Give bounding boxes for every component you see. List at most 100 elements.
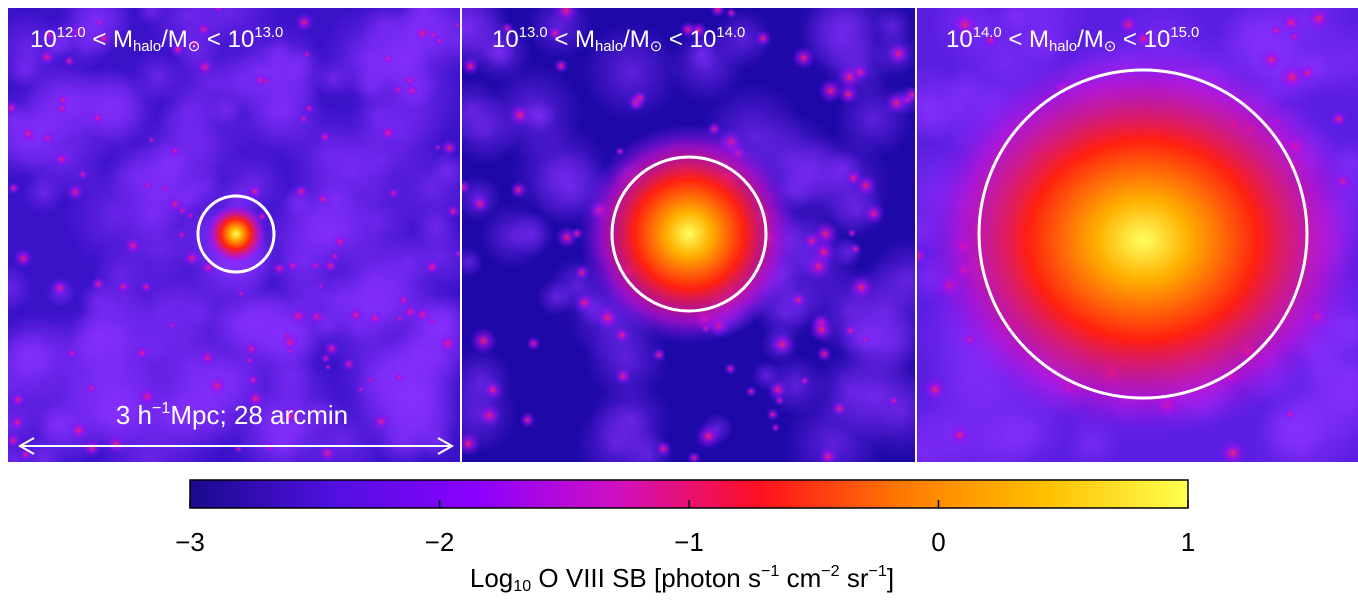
blob [38, 48, 56, 66]
blob [169, 41, 186, 58]
label-text: < 10 [200, 26, 254, 53]
blob [848, 274, 875, 301]
superscript: −1 [152, 399, 170, 417]
blob [862, 202, 885, 225]
blob [654, 440, 672, 458]
subscript: ⊙ [188, 39, 200, 55]
blob [424, 259, 440, 276]
haze [124, 189, 179, 244]
blob [922, 376, 948, 403]
blob [298, 113, 310, 125]
label-text: ] [887, 563, 894, 593]
blob [394, 372, 405, 383]
label-text: 10 [946, 26, 973, 53]
blob [482, 379, 504, 401]
blob [395, 314, 405, 324]
label-text: Mpc; 28 arcmin [170, 400, 348, 430]
label-text: cm [779, 563, 821, 593]
blob [66, 182, 85, 202]
blob [294, 12, 315, 33]
blob [41, 27, 56, 42]
subscript: 10 [513, 577, 531, 595]
superscript: 12.0 [57, 25, 86, 41]
blob [799, 375, 810, 386]
blob [612, 326, 631, 344]
blob [247, 183, 263, 200]
label-text: 3 h [116, 400, 152, 430]
blob [168, 144, 182, 158]
blob [851, 63, 869, 81]
blob [8, 432, 22, 449]
label-text: /M [623, 26, 650, 53]
haze [353, 68, 389, 104]
blob [137, 386, 157, 407]
blob [887, 394, 900, 407]
label-text: < M [548, 26, 595, 53]
blob [90, 111, 105, 125]
x-tick-label: −3 [175, 527, 205, 557]
blob [379, 124, 397, 142]
blob [508, 103, 532, 127]
blob [356, 385, 366, 394]
blob [301, 49, 312, 60]
blob [382, 53, 394, 64]
blob [1259, 48, 1283, 72]
blob [188, 38, 200, 50]
blob [477, 403, 502, 428]
halo-core [917, 40, 1358, 440]
label-text: < 10 [662, 26, 716, 53]
haze [590, 379, 671, 461]
blob [322, 257, 339, 274]
blob [8, 99, 20, 116]
blob [849, 243, 862, 256]
blob [725, 8, 737, 19]
label-text: Log [470, 563, 513, 593]
haze [58, 8, 135, 57]
blob [264, 441, 276, 453]
blob [71, 25, 85, 39]
blob [286, 259, 300, 273]
scale-bar [17, 437, 455, 455]
blob [387, 187, 400, 200]
blob [195, 21, 211, 37]
blob [289, 306, 308, 326]
blob [770, 422, 781, 433]
blob [434, 143, 442, 151]
blob [62, 54, 76, 68]
haze [358, 8, 407, 52]
blob [414, 305, 432, 324]
blob [440, 139, 459, 157]
haze [330, 173, 424, 267]
panel-image [462, 8, 915, 462]
blob [695, 423, 722, 450]
blob [77, 168, 89, 181]
haze [8, 263, 33, 313]
blob [791, 45, 816, 70]
haze [992, 8, 1088, 61]
blob [366, 376, 375, 385]
blob [95, 30, 112, 47]
blob [282, 331, 293, 341]
blob [427, 29, 439, 41]
blob [147, 135, 156, 144]
blob [903, 86, 915, 104]
blob [8, 181, 20, 195]
panel-image [8, 8, 460, 462]
blob [115, 279, 131, 295]
label: 1013.0 < Mhalo/M⊙ < 1014.0 [492, 25, 745, 55]
blob [790, 291, 807, 308]
blob [1329, 109, 1349, 129]
blob [1280, 11, 1303, 34]
blob [884, 91, 909, 115]
virial-circle [196, 194, 276, 274]
blob [613, 367, 633, 386]
haze [232, 44, 289, 101]
blob [651, 347, 667, 362]
haze [830, 351, 915, 441]
haze [868, 238, 915, 319]
haze [313, 58, 354, 99]
haze [219, 148, 290, 219]
blob [818, 446, 839, 462]
superscript: 14.0 [716, 25, 745, 41]
